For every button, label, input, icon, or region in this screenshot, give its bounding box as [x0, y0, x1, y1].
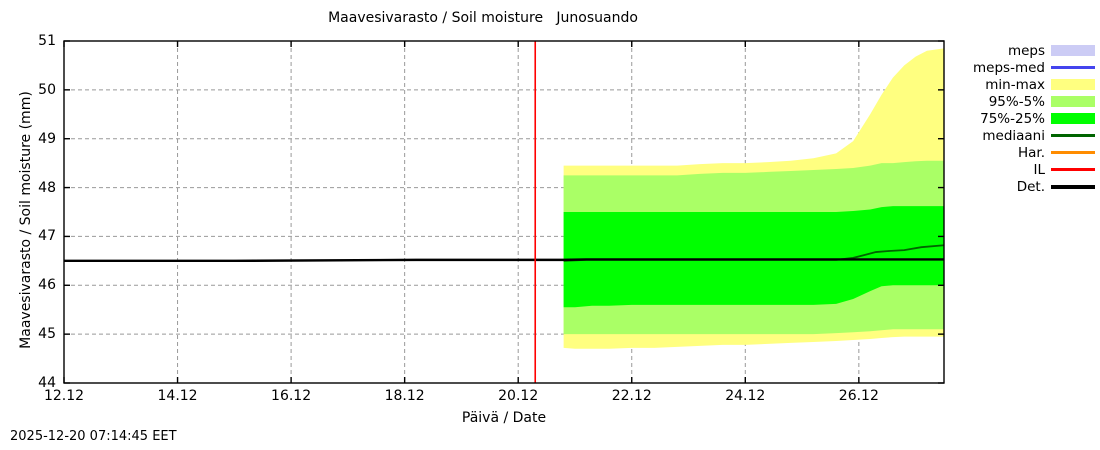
legend-label: meps: [1007, 42, 1045, 59]
y-tick-label: 44: [38, 375, 56, 391]
y-tick-label: 45: [38, 326, 56, 343]
x-tick-label: 16.12: [271, 388, 312, 404]
legend-label: meps-med: [973, 59, 1045, 76]
x-tick-label: 22.12: [611, 388, 652, 404]
legend-item: 95%-5%: [955, 93, 1095, 110]
legend-swatch-icon: [1051, 134, 1095, 137]
legend-label: Har.: [1017, 144, 1045, 161]
line-det-: [64, 258, 944, 263]
x-axis-label: Päivä / Date: [461, 410, 547, 426]
x-tick-label: 18.12: [384, 388, 425, 404]
y-tick-label: 46: [38, 277, 56, 294]
footer-timestamp: 2025-12-20 07:14:45 EET: [10, 429, 177, 444]
chart-title: Maavesivarasto / Soil moisture Junosuand…: [328, 10, 638, 26]
y-tick-label: 49: [38, 130, 56, 147]
y-tick-label: 50: [38, 81, 56, 98]
legend-swatch-icon: [1051, 151, 1095, 154]
legend-label: mediaani: [982, 127, 1045, 144]
legend-swatch-icon: [1051, 184, 1095, 189]
band-75-25-: [563, 206, 944, 308]
legend-item: meps: [955, 42, 1095, 59]
legend-label: 95%-5%: [988, 93, 1045, 110]
x-tick-label: 14.12: [157, 388, 198, 404]
legend-label: Det.: [1016, 178, 1045, 195]
legend-swatch-icon: [1051, 113, 1095, 124]
legend-item: IL: [955, 161, 1095, 178]
legend-item: Det.: [955, 178, 1095, 195]
x-tick-label: 24.12: [725, 388, 766, 404]
legend-item: meps-med: [955, 59, 1095, 76]
y-tick-label: 47: [38, 228, 56, 245]
legend-swatch-icon: [1051, 66, 1095, 69]
x-tick-label: 20.12: [498, 388, 539, 404]
axes-frame: [63, 40, 945, 384]
legend-swatch-icon: [1051, 168, 1095, 171]
legend-label: min-max: [985, 76, 1045, 93]
x-tick-label: 26.12: [838, 388, 879, 404]
legend-label: 75%-25%: [980, 110, 1045, 127]
legend-swatch-icon: [1051, 45, 1095, 56]
legend-item: 75%-25%: [955, 110, 1095, 127]
legend-swatch-icon: [1051, 96, 1095, 107]
legend-item: min-max: [955, 76, 1095, 93]
y-tick-label: 48: [38, 179, 56, 196]
x-tick-label: 12.12: [43, 388, 85, 404]
chart-legend: meps meps-med min-max 95%-5% 75%-25% mediaani…: [955, 42, 1095, 195]
legend-item: mediaani: [955, 127, 1095, 144]
y-tick-label: 51: [38, 33, 56, 49]
legend-swatch-icon: [1051, 79, 1095, 90]
legend-label: IL: [1033, 161, 1045, 178]
legend-item: Har.: [955, 144, 1095, 161]
